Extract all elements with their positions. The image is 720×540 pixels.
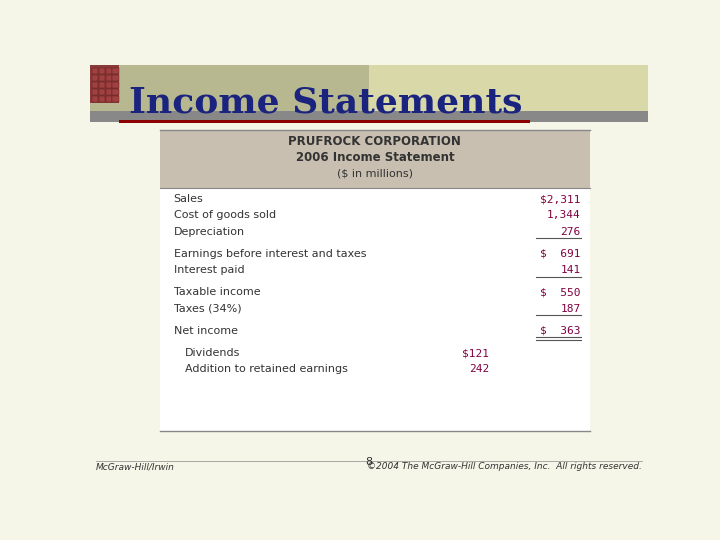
Text: Depreciation: Depreciation bbox=[174, 226, 245, 237]
Bar bbox=[369, 65, 648, 112]
Bar bbox=[91, 89, 98, 95]
Text: $  691: $ 691 bbox=[540, 249, 580, 259]
Bar bbox=[99, 82, 104, 88]
Text: Sales: Sales bbox=[174, 194, 204, 204]
Text: 1,344: 1,344 bbox=[546, 211, 580, 220]
Text: 8: 8 bbox=[366, 457, 372, 467]
Text: 141: 141 bbox=[560, 265, 580, 275]
Text: Taxes (34%): Taxes (34%) bbox=[174, 303, 241, 314]
Bar bbox=[160, 130, 590, 188]
Bar bbox=[90, 111, 648, 122]
Text: 187: 187 bbox=[560, 303, 580, 314]
Bar bbox=[160, 130, 590, 430]
Bar bbox=[99, 68, 104, 74]
Text: Cost of goods sold: Cost of goods sold bbox=[174, 211, 276, 220]
Text: 276: 276 bbox=[560, 226, 580, 237]
Text: PRUFROCK CORPORATION: PRUFROCK CORPORATION bbox=[289, 136, 462, 148]
Bar bbox=[106, 89, 112, 95]
Bar bbox=[99, 75, 104, 81]
Text: Taxable income: Taxable income bbox=[174, 287, 261, 298]
Text: $  363: $ 363 bbox=[540, 326, 580, 336]
Bar bbox=[91, 96, 98, 102]
Text: McGraw-Hill/Irwin: McGraw-Hill/Irwin bbox=[96, 462, 175, 471]
Bar bbox=[112, 96, 119, 102]
Bar bbox=[120, 120, 530, 123]
Text: ©2004 The McGraw-Hill Companies, Inc.  All rights reserved.: ©2004 The McGraw-Hill Companies, Inc. Al… bbox=[367, 462, 642, 471]
Text: Dividends: Dividends bbox=[184, 348, 240, 358]
Text: Addition to retained earnings: Addition to retained earnings bbox=[184, 364, 348, 374]
Text: Net income: Net income bbox=[174, 326, 238, 336]
Text: ($ in millions): ($ in millions) bbox=[337, 168, 413, 178]
Bar bbox=[91, 82, 98, 88]
Bar bbox=[90, 65, 648, 112]
Bar bbox=[99, 89, 104, 95]
Text: 2006 Income Statement: 2006 Income Statement bbox=[295, 151, 454, 165]
Text: 242: 242 bbox=[469, 364, 489, 374]
Text: $  550: $ 550 bbox=[540, 287, 580, 298]
Bar bbox=[106, 82, 112, 88]
Bar bbox=[90, 65, 120, 103]
Bar bbox=[112, 89, 119, 95]
Text: Income Statements: Income Statements bbox=[129, 85, 522, 119]
Bar bbox=[99, 96, 104, 102]
Text: Interest paid: Interest paid bbox=[174, 265, 244, 275]
Bar bbox=[106, 68, 112, 74]
Text: $2,311: $2,311 bbox=[540, 194, 580, 204]
Text: $121: $121 bbox=[462, 348, 489, 358]
Bar bbox=[91, 75, 98, 81]
Bar bbox=[112, 82, 119, 88]
Bar bbox=[112, 75, 119, 81]
Text: Earnings before interest and taxes: Earnings before interest and taxes bbox=[174, 249, 366, 259]
Bar bbox=[106, 96, 112, 102]
Bar bbox=[106, 75, 112, 81]
Bar bbox=[112, 68, 119, 74]
Bar bbox=[91, 68, 98, 74]
